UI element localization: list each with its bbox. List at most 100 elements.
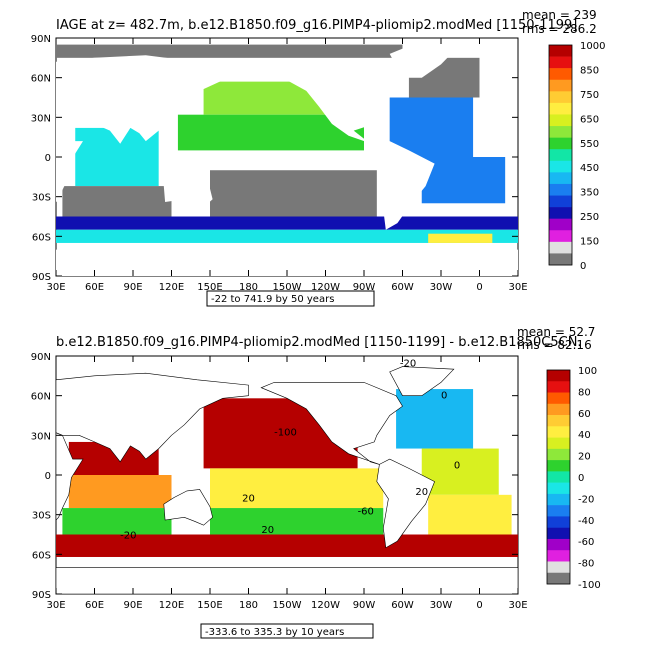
continent-namerica [260, 382, 403, 465]
colorbar-label: 60 [578, 409, 591, 420]
lon-tick-label: 120E [159, 600, 184, 611]
continent-samerica [376, 458, 435, 549]
lat-tick-label: 90N [31, 34, 51, 45]
colorbar-label: 0 [578, 473, 584, 484]
lon-tick-label: 0 [476, 600, 482, 611]
continent-samerica [376, 141, 435, 230]
continent-australia [163, 171, 213, 208]
colorbar-label: -60 [578, 537, 594, 548]
panel-2-rms: rms = 82.16 [517, 338, 592, 352]
lon-tick-label: 90W [353, 600, 376, 611]
lat-tick-label: 90S [32, 590, 51, 601]
colorbar-label: -100 [578, 580, 601, 591]
lat-tick-label: 60S [32, 550, 51, 561]
colorbar-swatch [547, 448, 570, 461]
colorbar-label: 100 [578, 366, 597, 377]
colorbar-swatch [549, 149, 572, 162]
field-region-south-pacific [210, 508, 384, 535]
continent-antarctica [56, 249, 518, 276]
panel-1: IAGE at z= 482.7m, b.e12.B1850.f09_g16.P… [31, 8, 605, 307]
colorbar-swatch [549, 207, 572, 219]
colorbar-label: 850 [580, 65, 599, 76]
colorbar-swatch [549, 230, 572, 243]
panel-1-mean: mean = 239 [522, 8, 597, 22]
colorbar-frame [546, 369, 571, 585]
lon-tick-label: 30E [508, 282, 527, 293]
panel-2-title: b.e12.B1850.f09_g16.PIMP4-pliomip2.modMe… [56, 335, 582, 350]
colorbar-swatch [549, 79, 572, 92]
lon-tick-label: 60W [391, 600, 414, 611]
colorbar-swatch [547, 505, 570, 517]
colorbar-label: -20 [578, 494, 594, 505]
colorbar-swatch [549, 45, 572, 57]
colorbar-label: -80 [578, 559, 594, 570]
colorbar-label: 350 [580, 188, 599, 199]
colorbar-swatch [547, 392, 570, 405]
panel-1-range-box [206, 290, 375, 307]
colorbar-swatch [547, 493, 570, 506]
colorbar-swatch [547, 527, 570, 540]
colorbar-label: 150 [580, 237, 599, 248]
panel-1-title: IAGE at z= 482.7m, b.e12.B1850.f09_g16.P… [56, 18, 577, 33]
lon-tick-label: 0 [476, 282, 482, 293]
field-region-indian-south [62, 508, 172, 535]
field-region-tropical-pacific [210, 468, 384, 509]
contour-label: -20 [120, 530, 136, 541]
lon-tick-label: 150W [273, 282, 302, 293]
lon-tick-label: 30W [430, 600, 453, 611]
colorbar-label: 650 [580, 114, 599, 125]
colorbar-swatch [549, 91, 572, 104]
lon-tick-label: 120W [311, 600, 340, 611]
contour-label: 0 [454, 460, 460, 471]
panel-2-field [56, 389, 518, 557]
colorbar-label: 750 [580, 90, 599, 101]
colorbar-swatch [547, 381, 570, 393]
colorbar-swatch [549, 253, 572, 266]
lon-tick-label: 90W [353, 282, 376, 293]
colorbar-frame [548, 44, 573, 266]
contour-label: -100 [274, 427, 297, 438]
lat-tick-label: 30N [31, 113, 51, 124]
field-region-atlantic-tropical [421, 448, 499, 495]
field-region-weddell [428, 233, 493, 243]
field-region-south-pacific [210, 170, 377, 217]
colorbar-swatch [547, 370, 570, 382]
colorbar-swatch [549, 114, 572, 127]
colorbar-swatch [549, 137, 572, 150]
lon-tick-label: 150E [197, 282, 222, 293]
continent-eurasia [55, 372, 249, 463]
field-region-atlantic-north [389, 97, 474, 157]
lon-tick-label: 60E [85, 600, 104, 611]
colorbar-swatch [547, 482, 570, 495]
colorbar-swatch [549, 195, 572, 208]
colorbar-label: 450 [580, 163, 599, 174]
field-region-atlantic-north [396, 389, 474, 449]
colorbar-swatch [549, 172, 572, 185]
colorbar-label: 40 [578, 430, 591, 441]
contour-label: 20 [415, 487, 428, 498]
lon-tick-label: 150E [197, 600, 222, 611]
panel-1-colorbar: 1000 850 750 650 550 450 350 250 150 0 [548, 41, 605, 272]
lon-tick-label: 30W [430, 282, 453, 293]
lon-tick-label: 150W [273, 600, 302, 611]
field-region-southern-ocean [56, 534, 518, 557]
colorbar-swatch [549, 241, 572, 254]
lat-tick-label: 30S [32, 511, 51, 522]
colorbar-swatch [547, 437, 570, 450]
lat-tick-label: 0 [45, 153, 51, 164]
lat-tick-label: 0 [45, 471, 51, 482]
colorbar-swatch [549, 126, 572, 138]
colorbar-label: 20 [578, 452, 591, 463]
lon-tick-label: 120E [159, 282, 184, 293]
colorbar-swatch [549, 56, 572, 69]
colorbar-swatch [547, 471, 570, 483]
colorbar-label: 550 [580, 139, 599, 150]
lat-tick-label: 30S [32, 193, 51, 204]
field-region-southern-ocean-upper [56, 216, 518, 230]
panel-2-range-label: -333.6 to 335.3 by 10 years [205, 627, 344, 638]
contour-label: 20 [242, 493, 255, 504]
colorbar-swatch [547, 516, 570, 528]
lon-tick-label: 30E [508, 600, 527, 611]
